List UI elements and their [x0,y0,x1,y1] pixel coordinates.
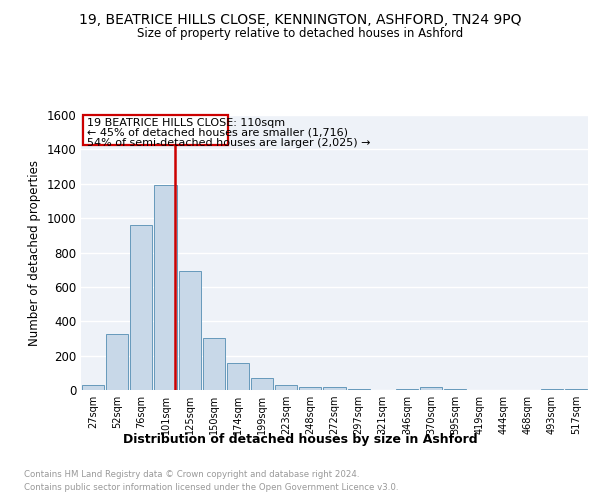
Text: 54% of semi-detached houses are larger (2,025) →: 54% of semi-detached houses are larger (… [87,138,371,147]
Bar [323,388,346,390]
Text: Distribution of detached houses by size in Ashford: Distribution of detached houses by size … [122,432,478,446]
Bar [179,270,201,390]
Bar [227,364,249,390]
Bar [106,334,128,390]
Bar [565,389,587,390]
Bar [541,389,563,390]
Bar [154,184,176,390]
Bar [396,389,418,390]
Text: Contains HM Land Registry data © Crown copyright and database right 2024.: Contains HM Land Registry data © Crown c… [24,470,359,479]
Text: ← 45% of detached houses are smaller (1,716): ← 45% of detached houses are smaller (1,… [87,128,348,138]
Text: Contains public sector information licensed under the Open Government Licence v3: Contains public sector information licen… [24,482,398,492]
Bar [420,386,442,390]
Bar [130,225,152,390]
Bar [299,386,322,390]
Bar [82,385,104,390]
Text: Size of property relative to detached houses in Ashford: Size of property relative to detached ho… [137,28,463,40]
Bar [251,378,273,390]
Bar [347,389,370,390]
Y-axis label: Number of detached properties: Number of detached properties [28,160,41,346]
Text: 19 BEATRICE HILLS CLOSE: 110sqm: 19 BEATRICE HILLS CLOSE: 110sqm [87,118,285,128]
FancyBboxPatch shape [83,115,228,144]
Text: 19, BEATRICE HILLS CLOSE, KENNINGTON, ASHFORD, TN24 9PQ: 19, BEATRICE HILLS CLOSE, KENNINGTON, AS… [79,12,521,26]
Bar [275,385,298,390]
Bar [444,389,466,390]
Bar [203,338,225,390]
